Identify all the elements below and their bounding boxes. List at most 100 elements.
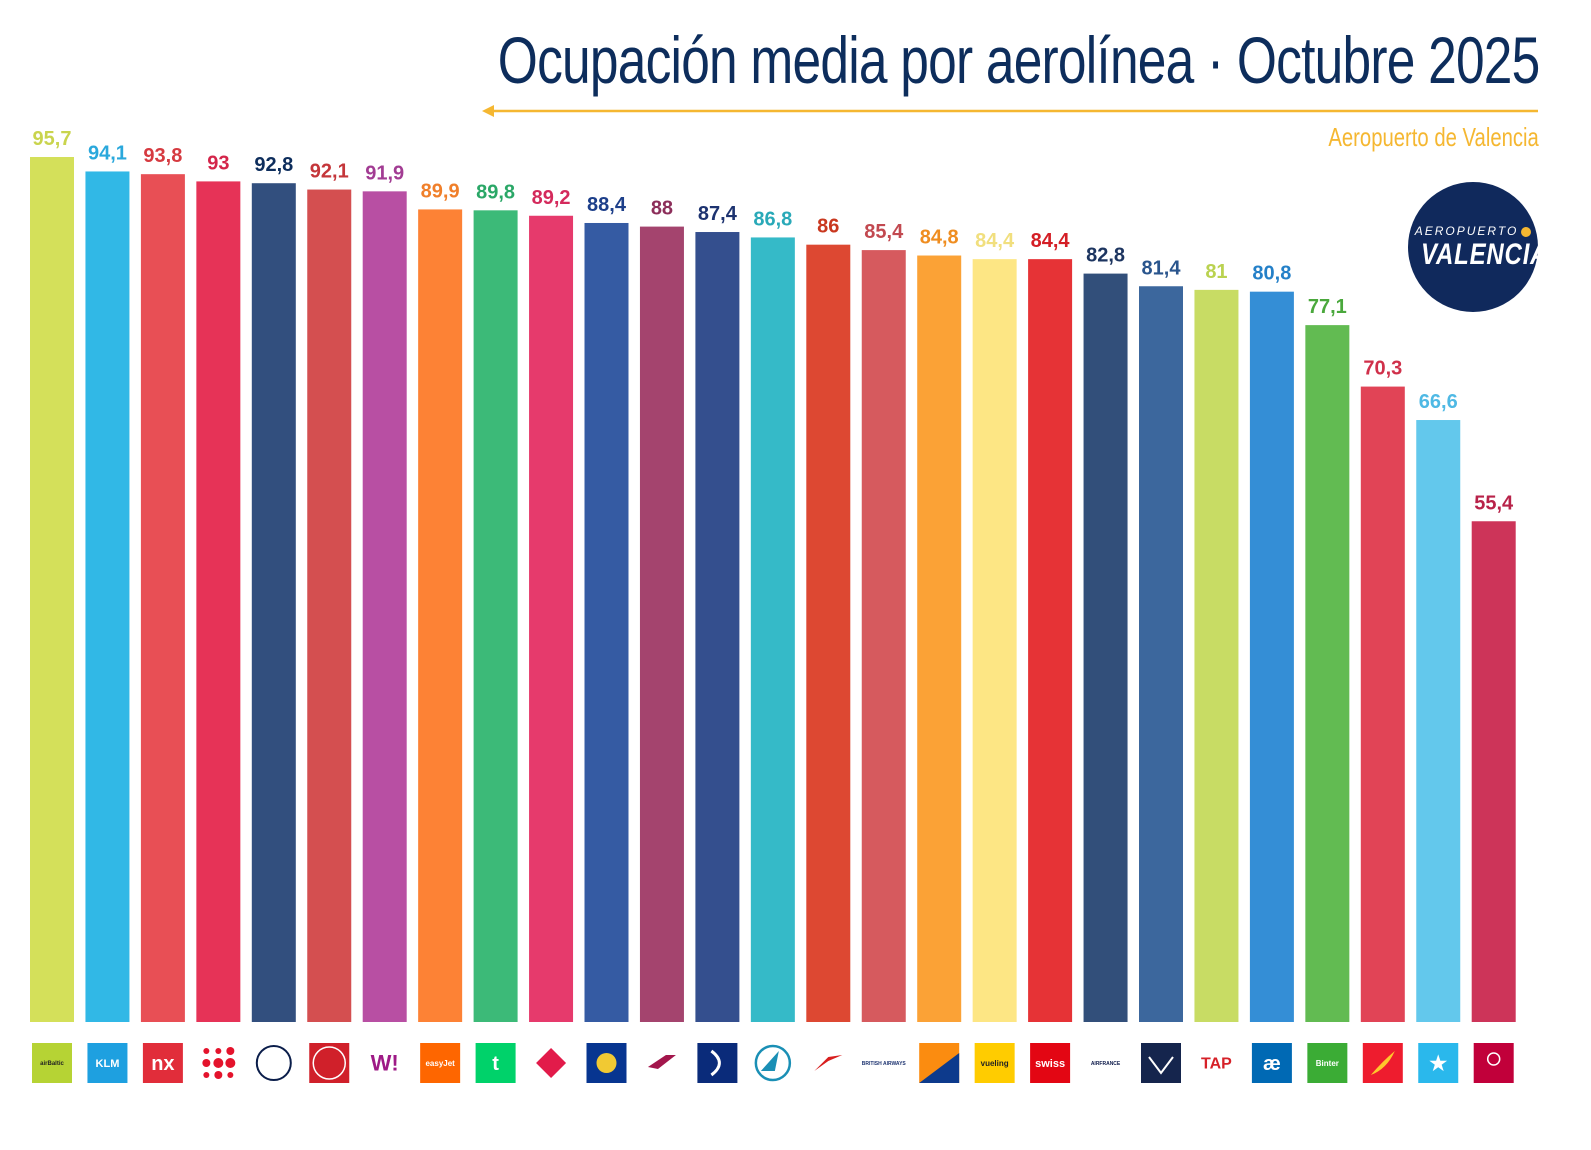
airline-logo-turkish-airlines	[309, 1043, 350, 1083]
airline-logo-nx: nx	[142, 1043, 183, 1083]
crown-icon	[1148, 1056, 1174, 1075]
logo-text: airBaltic	[40, 1061, 64, 1067]
logo-text: nx	[151, 1053, 174, 1075]
bar-nx	[140, 174, 185, 1022]
logo-tile	[420, 1043, 461, 1083]
bar-airfrance	[1083, 273, 1128, 1022]
bar-turkish-airlines	[307, 189, 352, 1022]
logo-tile	[32, 1043, 72, 1083]
airline-logo-swiss: swiss	[1030, 1043, 1071, 1083]
data-label-air-europa: 80,8	[1252, 263, 1291, 285]
logo-tile	[87, 1043, 128, 1083]
data-label-luxair: 86,8	[753, 208, 792, 230]
data-label-diamond: 89,2	[532, 187, 571, 209]
triangle-icon	[760, 1051, 779, 1071]
airline-logo-airbaltic: airBaltic	[32, 1043, 72, 1083]
bar-sun	[917, 255, 962, 1022]
chart-subtitle: Aeropuerto de Valencia	[1328, 122, 1539, 152]
logo-text: t	[492, 1053, 499, 1075]
plane-icon	[1521, 226, 1532, 237]
triangle-logo-icon	[754, 1044, 792, 1082]
data-label-transavia: 89,8	[476, 181, 515, 203]
logo-tile	[1307, 1043, 1348, 1083]
data-label-binter: 77,1	[1308, 296, 1347, 318]
data-label-nx: 93,8	[143, 145, 182, 167]
airline-logo-transavia: t	[475, 1043, 516, 1083]
data-label-royal-air-maroc: 55,4	[1474, 492, 1514, 514]
logo-tile	[364, 1043, 405, 1083]
airline-logo-tap: TAP	[1196, 1043, 1237, 1083]
bar-air-europa	[1249, 291, 1294, 1023]
data-label-royal-jordanian: 81,4	[1142, 257, 1182, 279]
crane-icon	[255, 1045, 292, 1081]
logo-tile	[1085, 1043, 1126, 1083]
bar-eurowings	[639, 226, 684, 1022]
data-label-dots: 93	[207, 152, 229, 174]
logo-text: TAP	[1201, 1056, 1232, 1073]
bar-transavia	[473, 210, 518, 1022]
bar-austrian	[806, 244, 851, 1022]
logo-tile	[253, 1043, 294, 1083]
airline-logo-luxair	[752, 1043, 793, 1083]
swoosh-icon	[1370, 1051, 1395, 1075]
airline-logo-vueling: vueling	[974, 1043, 1015, 1083]
logo-text: easyJet	[425, 1059, 455, 1068]
arrow-logo-icon	[814, 1055, 843, 1071]
bar-diamond	[529, 215, 574, 1022]
airline-logo-diamond	[531, 1043, 572, 1083]
logo-text: vueling	[981, 1059, 1009, 1068]
bar-air-transat	[1416, 420, 1461, 1022]
bar-tap	[1194, 289, 1239, 1022]
bar-royal-jordanian	[1139, 286, 1183, 1022]
data-label-swiss: 84,4	[1031, 230, 1071, 252]
logo-text: KLM	[96, 1058, 120, 1070]
bar-ryanair	[584, 222, 629, 1022]
airline-logo-aegean	[697, 1043, 738, 1083]
airline-logo-binter: Binter	[1307, 1043, 1348, 1083]
airline-logo-easyjet: easyJet	[420, 1043, 461, 1083]
logo-text: Binter	[1316, 1059, 1339, 1068]
logo-tile	[1141, 1043, 1181, 1083]
airline-logo-eurowings	[641, 1043, 682, 1083]
data-label-airfrance: 82,8	[1086, 245, 1125, 267]
airline-logo-air-europa: æ	[1251, 1043, 1292, 1083]
data-label-turkish-airlines: 92,1	[310, 161, 349, 183]
data-label-airbaltic: 95,7	[33, 128, 72, 150]
logo-tile	[1251, 1043, 1292, 1083]
diamond-icon	[536, 1048, 567, 1078]
airline-logo-lufthansa	[253, 1043, 294, 1083]
logo-tile	[142, 1043, 183, 1083]
airline-logo-royal-jordanian	[1141, 1043, 1181, 1083]
bar-swiss	[1028, 259, 1073, 1023]
airline-logo-dots	[198, 1043, 239, 1083]
bar-binter	[1305, 325, 1350, 1022]
aeropuerto-valencia-logo: AEROPUERTO VALENCIA	[1408, 182, 1548, 312]
airline-logo-austrian	[808, 1043, 849, 1083]
logo-tile	[974, 1043, 1015, 1083]
data-label-british-airways: 85,4	[864, 221, 904, 243]
dot-icon	[202, 1059, 211, 1067]
wing-icon	[710, 1049, 721, 1077]
wing-icon	[647, 1055, 676, 1069]
bar-luxair	[750, 237, 795, 1022]
logo-tile	[1473, 1043, 1514, 1083]
dot-icon	[227, 1072, 234, 1078]
logo-text: BRITISH AIRWAYS	[862, 1061, 907, 1067]
bar-british-airways	[861, 250, 906, 1023]
airline-logo-sun	[919, 1043, 960, 1083]
data-label-vueling: 84,4	[975, 230, 1015, 252]
dot-icon	[215, 1048, 222, 1054]
airline-logo-airfrance: AIRFRANCE	[1085, 1043, 1126, 1083]
logo-tile	[475, 1043, 516, 1083]
data-label-lufthansa: 92,8	[254, 154, 293, 176]
bar-lufthansa	[251, 183, 296, 1022]
dot-icon	[203, 1048, 210, 1054]
bar-royal-air-maroc	[1471, 521, 1516, 1022]
logo-tile	[1196, 1043, 1237, 1083]
data-label-iberia: 70,3	[1363, 358, 1402, 380]
logo-text: W!	[371, 1051, 399, 1076]
data-label-austrian: 86	[817, 216, 839, 238]
data-label-tap: 81	[1205, 261, 1227, 283]
logo-line-1-text: AEROPUERTO	[1414, 224, 1519, 238]
airline-logo-ryanair	[586, 1043, 627, 1083]
